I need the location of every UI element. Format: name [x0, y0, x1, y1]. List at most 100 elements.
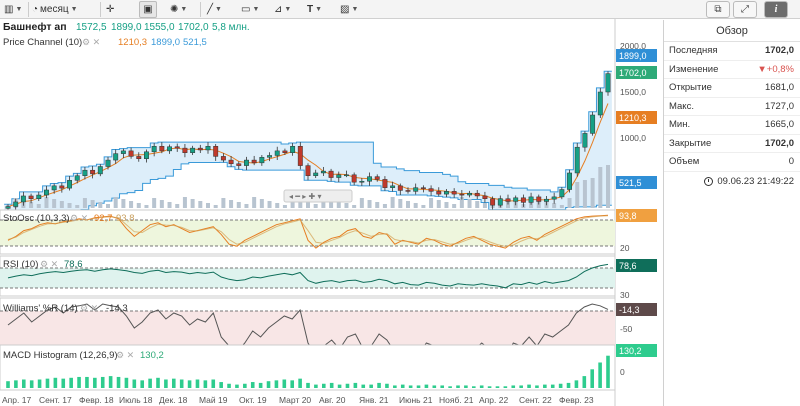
- volume-bar: [352, 205, 357, 208]
- macd-badge-text: 130,2: [619, 346, 642, 356]
- candle: [28, 195, 34, 199]
- period-dropdown[interactable]: ◔ месяц ▼: [32, 1, 78, 18]
- badge-mid-text: 1210,3: [619, 113, 647, 123]
- candle: [167, 146, 172, 152]
- macd-bar: [503, 386, 508, 388]
- rsi-badge: [616, 259, 657, 272]
- rsi-band: [0, 268, 615, 288]
- volume-bar: [459, 197, 464, 208]
- macd-bar: [243, 383, 247, 388]
- candle: [436, 191, 442, 195]
- scroll-controls[interactable]: ◂ ━ ▸ ✚ ▾: [283, 189, 353, 203]
- rsi-value: 78,6: [64, 259, 83, 270]
- macd-bar: [132, 379, 137, 388]
- badge-upper: [616, 49, 657, 62]
- volume-bar: [121, 199, 126, 208]
- chart-type-button[interactable]: ▥ ▼: [4, 1, 22, 18]
- rsi-label: RSI (10): [3, 259, 38, 270]
- channel-lower-value: 521,5: [183, 37, 207, 48]
- price-chart[interactable]: Башнефт ап 1572,5 1899,0 1555,0 1702,0 5…: [0, 19, 663, 406]
- toolbar-divider: [200, 2, 201, 17]
- volume-bar: [206, 203, 210, 208]
- candle: [444, 191, 449, 195]
- macd-bar: [511, 385, 516, 388]
- macd-bar: [203, 380, 208, 388]
- high-value: 1899,0: [111, 22, 142, 33]
- macd-badge: [616, 344, 657, 357]
- dropdown-arrow-icon: ▼: [15, 6, 23, 13]
- fit-screen-button[interactable]: ▣: [139, 1, 157, 18]
- fullscreen-button[interactable]: ⤢: [733, 1, 757, 18]
- info-button[interactable]: i: [764, 1, 788, 18]
- candle: [90, 169, 96, 175]
- settings-icon[interactable]: ⚙ ✕: [82, 37, 100, 47]
- stoch-k-value: 92,7: [94, 213, 113, 224]
- text-tool-button[interactable]: T ▼: [307, 1, 322, 18]
- draw-line-button[interactable]: ╱ ▼: [207, 1, 222, 18]
- overview-row: Мин. 1665,0: [664, 116, 800, 135]
- candle: [482, 195, 488, 199]
- macd-bar: [606, 355, 610, 388]
- overview-row-value: 1702,0: [764, 137, 794, 149]
- rsi-line: [7, 263, 609, 289]
- macd-bar: [527, 384, 531, 388]
- volume-bar: [436, 200, 441, 208]
- candle: [5, 206, 11, 209]
- close-value: 1702,0: [178, 22, 209, 33]
- rsi-tick: 30: [620, 290, 630, 300]
- overview-row: Последняя 1702,0: [664, 42, 800, 61]
- settings-icon[interactable]: ⚙ ✕: [116, 350, 134, 360]
- macd-bar: [45, 378, 50, 388]
- candle: [351, 174, 357, 183]
- macd-bar: [424, 384, 429, 388]
- overview-row: Открытие 1681,0: [664, 79, 800, 98]
- candle: [505, 198, 511, 202]
- channel-mid-value: 1210,3: [118, 37, 147, 48]
- settings-icon[interactable]: ⚙ ✕: [70, 213, 88, 223]
- candle: [74, 175, 80, 181]
- macd-bar: [314, 384, 318, 388]
- candle: [490, 198, 496, 206]
- stoch-d-line: [7, 215, 609, 248]
- candle: [605, 73, 611, 93]
- macd-bar: [61, 378, 66, 388]
- time-axis-label: Янв. 21: [359, 395, 389, 405]
- macd-bar: [448, 386, 452, 388]
- volume-bar: [129, 201, 134, 208]
- time-axis-label: Май 19: [199, 395, 228, 405]
- draw-shape-button[interactable]: ▭ ▼: [241, 1, 259, 18]
- image-tool-button[interactable]: ▨ ▼: [340, 1, 358, 18]
- candle: [451, 191, 457, 195]
- candle: [213, 146, 219, 157]
- candle: [290, 146, 296, 153]
- overview-row: Объем 0: [664, 153, 800, 172]
- time-axis-label: Февр. 23: [559, 395, 594, 405]
- draw-fibo-button[interactable]: ⊿ ▼: [274, 1, 291, 18]
- window-button[interactable]: ⧉: [706, 1, 730, 18]
- volume-bar: [444, 202, 449, 208]
- volume-bar: [467, 199, 472, 208]
- macd-bar: [171, 378, 176, 388]
- indicators-button[interactable]: ✺ ▼: [170, 1, 187, 18]
- toolbar-divider: [28, 2, 29, 17]
- volume-bar: [452, 204, 457, 208]
- fit-icon: ▣: [143, 4, 153, 15]
- candle: [190, 147, 196, 153]
- volume-bar: [229, 200, 234, 208]
- price-channel-area: [4, 71, 612, 211]
- macd-bar: [345, 383, 350, 388]
- candle: [113, 153, 119, 161]
- volume-bar: [575, 182, 580, 208]
- settings-icon[interactable]: ⚙ ✕: [80, 303, 98, 313]
- volume-bar: [306, 202, 310, 208]
- crosshair-button[interactable]: ✛: [106, 1, 114, 18]
- channel-upper-value: 1899,0: [151, 37, 180, 48]
- candle: [528, 196, 534, 203]
- volume-bar: [144, 205, 149, 208]
- macd-label: MACD Histogram (12,26,9): [3, 350, 118, 361]
- macd-bar: [116, 376, 121, 388]
- dropdown-arrow-icon: ▼: [252, 6, 260, 13]
- settings-icon[interactable]: ⚙ ✕: [40, 259, 58, 269]
- williams-band: [0, 311, 615, 349]
- time-axis-label: Март 20: [279, 395, 311, 405]
